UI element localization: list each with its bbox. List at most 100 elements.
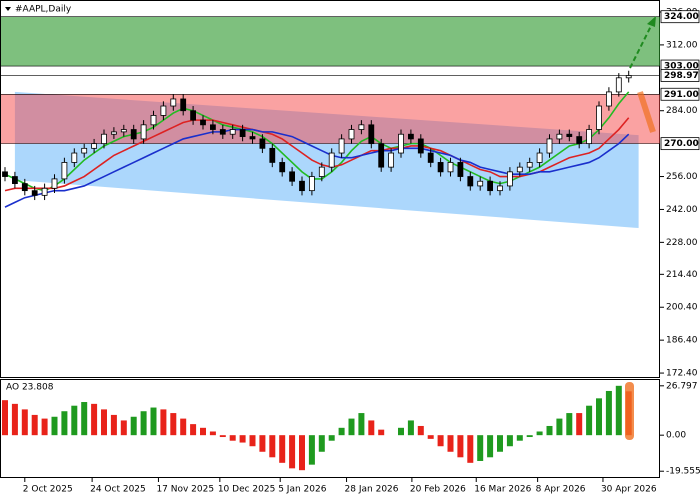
ao-bar (160, 409, 167, 436)
ao-bar (497, 435, 503, 452)
candle-body (229, 129, 236, 135)
x-tick-label: 16 Mar 2026 (474, 485, 531, 495)
ao-bar (289, 435, 296, 469)
candle-body (506, 171, 513, 187)
candle-body (308, 176, 315, 192)
candle-body (299, 180, 305, 192)
ao-bar (239, 435, 246, 443)
candle-body (487, 180, 494, 192)
candle-body (160, 105, 167, 116)
ao-bar (318, 435, 325, 452)
ao-bar (200, 427, 206, 436)
ao-bar (477, 435, 484, 461)
ao-bar (299, 435, 305, 471)
y-tick-label: 214.40 (666, 270, 698, 280)
candle-body (41, 187, 48, 196)
x-tick-label: 24 Oct 2025 (90, 485, 146, 495)
candle-body (407, 133, 414, 140)
ao-bar (101, 409, 107, 436)
candle-body (31, 190, 38, 196)
candle-body (249, 136, 256, 140)
x-tick-label: 20 Feb 2026 (410, 485, 466, 495)
candle-body (120, 129, 127, 133)
ao-bar (219, 435, 226, 438)
candle-body (606, 91, 612, 107)
ao-highlight (625, 382, 634, 440)
ao-bar (51, 416, 58, 436)
ao-bar (71, 405, 78, 436)
ao-bar (576, 413, 583, 436)
ao-bar (546, 425, 553, 436)
candle-body (61, 162, 68, 180)
candle-body (388, 152, 395, 168)
candle-body (447, 162, 454, 173)
moving-average (4, 117, 630, 192)
ao-bar (120, 420, 127, 436)
ao-bar (150, 407, 157, 436)
x-tick-label: 5 Jan 2026 (278, 485, 326, 495)
alt-arrow (637, 91, 656, 133)
ao-bar (91, 403, 98, 436)
candle-body (338, 138, 345, 154)
candle-body (51, 178, 58, 189)
ao-bar (378, 429, 385, 436)
candle-body (91, 143, 97, 149)
candle-body (180, 98, 187, 112)
candle-body (526, 162, 533, 168)
level-label-box (660, 87, 700, 101)
candle-body (576, 136, 583, 145)
candle-body (318, 166, 325, 177)
candle-body (269, 147, 276, 163)
level-label: 298.97 (664, 71, 699, 81)
x-tick-label: 28 Jan 2026 (345, 485, 399, 495)
target-arrow-head (647, 16, 656, 27)
candle-body (209, 124, 216, 130)
candle-body (200, 119, 206, 126)
ao-bar (526, 435, 533, 438)
ao-bar (556, 418, 563, 436)
level-label-box (660, 69, 700, 82)
x-tick-label: 10 Dec 2025 (218, 485, 276, 495)
ao-title: AO 23.808 (6, 383, 54, 393)
level-label: 291.00 (664, 90, 699, 100)
candle-body (2, 171, 8, 177)
ao-bar (457, 435, 464, 458)
candle-body (130, 129, 137, 140)
candle-body (546, 138, 553, 154)
y-tick-label: 26.797 (666, 381, 698, 391)
ao-bar (427, 435, 434, 439)
x-tick-label: 2 Oct 2025 (23, 485, 73, 495)
candle-body (536, 152, 543, 163)
level-label-box (660, 137, 700, 151)
candle-body (596, 105, 602, 130)
y-tick-label: 172.40 (666, 369, 698, 379)
chart-title: #AAPL,Daily (15, 5, 72, 15)
candle-body (516, 166, 523, 173)
ao-bar (259, 435, 266, 452)
plot (0, 16, 660, 471)
ao-bar (586, 405, 593, 436)
candle-body (259, 138, 266, 149)
candle-body (21, 183, 28, 192)
ao-bar (328, 435, 335, 441)
candle-body (368, 124, 375, 145)
ao-bar (467, 435, 474, 463)
ao-bar (209, 431, 216, 436)
ao-bar (447, 435, 454, 452)
y-tick-label: 200.40 (666, 303, 698, 313)
ao-bar (338, 427, 345, 436)
ao-bar (417, 425, 424, 436)
candle-body (81, 147, 88, 154)
ao-bar (170, 413, 177, 436)
ao-bar (398, 427, 404, 436)
ao-bar (605, 390, 612, 436)
candle-body (437, 162, 444, 173)
ao-bar (31, 414, 38, 436)
candle-body (615, 77, 622, 93)
y-tick-label: 0.00 (666, 431, 686, 441)
x-tick-label: 30 Apr 2026 (601, 485, 657, 495)
candle-body (358, 124, 365, 130)
candle-body (289, 171, 296, 182)
ao-bar (21, 409, 28, 436)
candle-body (467, 176, 474, 187)
